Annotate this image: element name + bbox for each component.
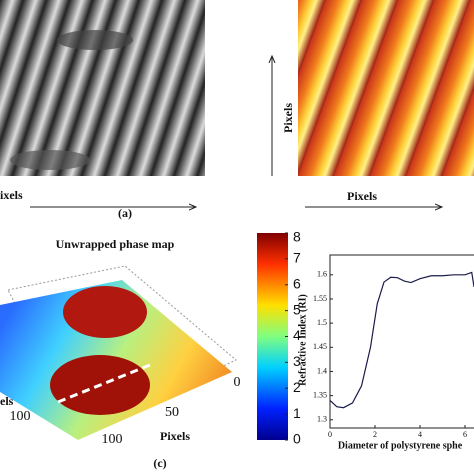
x-axis-label: Diameter of polystyrene sphe bbox=[338, 440, 463, 451]
axis-label: els bbox=[0, 394, 14, 408]
colorbar-tick-label: 4 bbox=[293, 327, 301, 343]
sphere-shadow bbox=[10, 150, 90, 170]
x-tick-label: 50 bbox=[165, 405, 179, 420]
plot-title: Unwrapped phase map bbox=[56, 237, 175, 251]
sphere-peak bbox=[63, 286, 147, 338]
panel-label: (c) bbox=[153, 456, 166, 470]
colorbar bbox=[257, 233, 288, 440]
y-tick-label: 1.3 bbox=[317, 415, 327, 424]
colorbar-tick-label: 1 bbox=[293, 405, 301, 421]
panel-label: (a) bbox=[118, 206, 132, 220]
x-tick-label: 4 bbox=[418, 430, 422, 439]
y-tick-label: 1.5 bbox=[317, 318, 327, 327]
axis-label: Pixels bbox=[347, 189, 377, 203]
y-tick-label: 1.4 bbox=[317, 366, 327, 375]
axis-label: Pixels bbox=[281, 103, 295, 133]
plot-frame bbox=[329, 254, 474, 429]
y-tick-label: 1.55 bbox=[313, 294, 327, 303]
colorbar-tick-label: 8 bbox=[293, 229, 301, 245]
y-axis-label: Refractive Index (RI) bbox=[297, 294, 308, 386]
y-tick-label: 1.6 bbox=[317, 270, 327, 279]
y-tick-label: 1.45 bbox=[313, 342, 327, 351]
colorbar-tick-label: 0 bbox=[293, 431, 301, 447]
x-tick-label: 0 bbox=[328, 430, 332, 439]
x-tick-label: 100 bbox=[102, 432, 123, 447]
x-tick-label: 6 bbox=[463, 430, 467, 439]
colorbar-tick-label: 7 bbox=[293, 250, 301, 266]
x-tick-label: 0 bbox=[234, 375, 241, 390]
colorbar-tick-label: 2 bbox=[293, 379, 301, 395]
data-line bbox=[329, 271, 474, 409]
axis-label: ixels bbox=[0, 188, 23, 202]
y-tick-label: 100 bbox=[10, 409, 31, 424]
x-tick-label: 2 bbox=[373, 430, 377, 439]
colorbar-tick-label: 5 bbox=[293, 301, 301, 317]
colorbar-tick-label: 3 bbox=[293, 353, 301, 369]
colorbar-tick-label: 6 bbox=[293, 275, 301, 291]
y-tick-label: 1.35 bbox=[313, 390, 327, 399]
wrapped-phase-image bbox=[298, 0, 474, 176]
axis-label: Pixels bbox=[160, 429, 190, 443]
sphere-shadow bbox=[57, 30, 133, 50]
hologram-image bbox=[0, 0, 205, 176]
cut-line bbox=[57, 363, 151, 404]
